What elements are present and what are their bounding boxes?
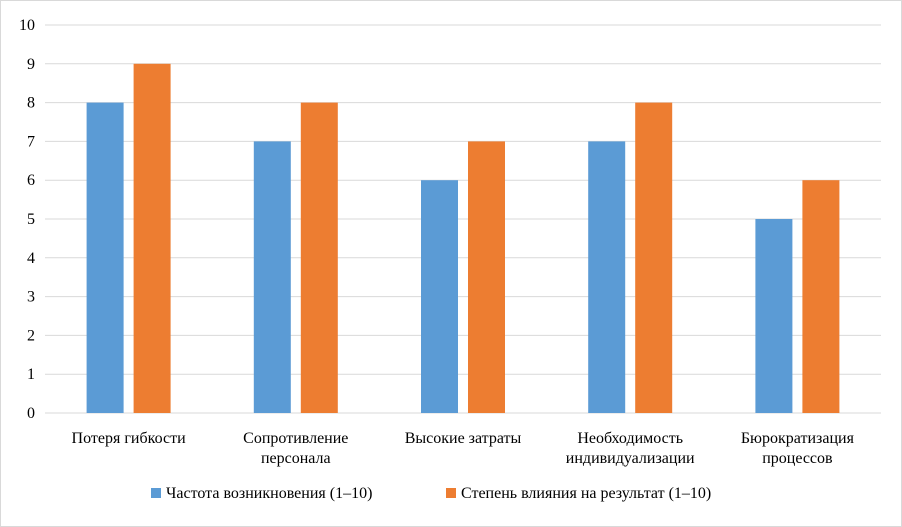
legend-label-series1: Частота возникновения (1–10): [166, 485, 372, 502]
x-tick-label: Высокие затраты: [405, 430, 522, 447]
x-tick-label-line: Потеря гибкости: [72, 430, 187, 447]
y-tick-label: 5: [27, 211, 35, 228]
x-tick-label: Сопротивление персонала: [243, 430, 348, 467]
x-tick-label: Бюрократизация процессов: [741, 430, 855, 467]
bar-series1-cat4: [588, 141, 626, 413]
bar-series2-cat5: [802, 180, 840, 413]
y-tick-label: 8: [27, 95, 35, 112]
legend-swatch-series1: [151, 488, 161, 498]
y-tick-label: 4: [27, 250, 35, 267]
bar-series1-cat3: [421, 180, 458, 413]
y-tick-label: 6: [27, 172, 35, 189]
x-tick-label-line: Необходимость: [577, 430, 683, 447]
y-tick-label: 10: [19, 17, 35, 34]
bar-series1-cat1: [86, 102, 124, 413]
y-tick-label: 7: [27, 133, 35, 150]
bar-series2-cat2: [300, 102, 338, 413]
x-tick-label-line: индивидуализации: [566, 450, 695, 467]
legend: Частота возникновения (1–10) Степень влия…: [151, 485, 711, 502]
x-tick-label-line: Сопротивление: [243, 430, 348, 447]
bar-series1-cat2: [253, 141, 291, 413]
bar-series1-cat5: [755, 219, 793, 413]
x-tick-label: Потеря гибкости: [72, 430, 187, 447]
x-tick-label: Необходимость индивидуализации: [566, 430, 695, 467]
y-tick-label: 9: [27, 56, 35, 73]
bar-series2-cat3: [468, 141, 505, 413]
x-tick-label-line: процессов: [762, 450, 833, 467]
bar-series2-cat4: [635, 102, 673, 413]
x-tick-label-line: Бюрократизация: [741, 430, 855, 447]
y-axis-ticks: 0 1 2 3 4 5 6 7 8 9 10: [19, 17, 35, 422]
y-tick-label: 0: [27, 405, 35, 422]
legend-label-series2: Степень влияния на результат (1–10): [461, 485, 711, 502]
y-tick-label: 2: [27, 327, 35, 344]
bars: [86, 63, 840, 414]
grid-lines: [45, 24, 881, 414]
legend-swatch-series2: [446, 488, 456, 498]
y-tick-label: 1: [27, 366, 35, 383]
x-tick-label-line: персонала: [261, 450, 331, 467]
y-tick-label: 3: [27, 289, 35, 306]
x-tick-label-line: Высокие затраты: [405, 430, 522, 447]
bar-series2-cat1: [133, 63, 171, 414]
x-axis-ticks: Потеря гибкости Сопротивление персонала Выс…: [72, 430, 855, 467]
